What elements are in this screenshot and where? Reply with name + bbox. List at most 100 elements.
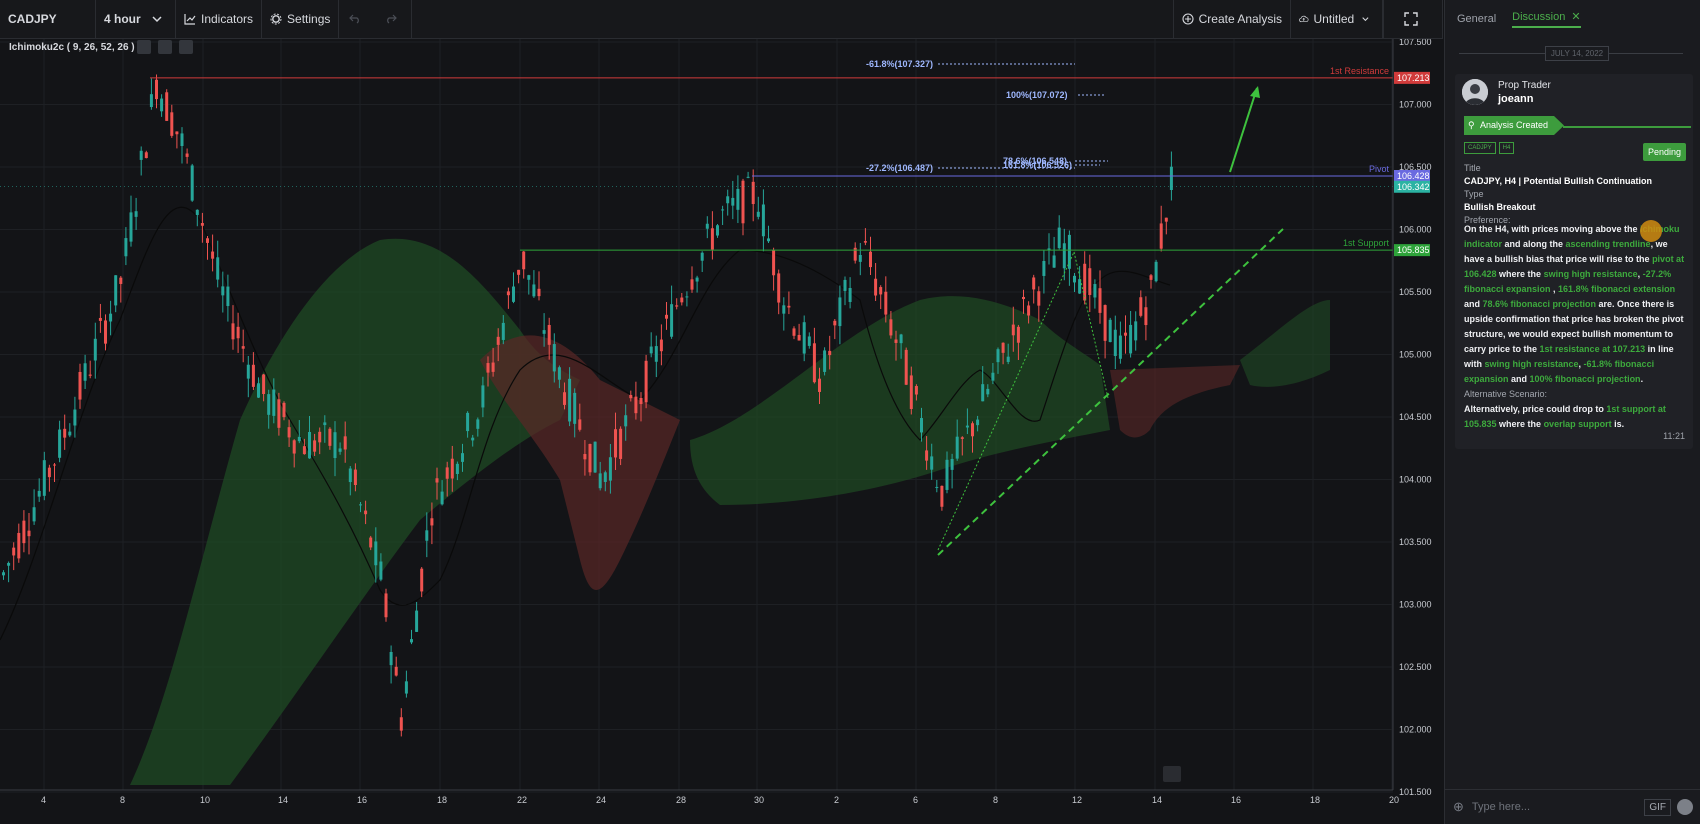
tag-timeframe[interactable]: H4 <box>1498 142 1515 154</box>
candle-body <box>139 150 143 160</box>
interval-label: 4 hour <box>104 12 141 26</box>
candle-body <box>1113 329 1117 356</box>
candle-body <box>716 225 719 236</box>
redo-button[interactable] <box>375 0 411 38</box>
price-tick-label: 105.000 <box>1399 350 1432 360</box>
link[interactable]: 161.8% fibonacci extension <box>1558 284 1676 294</box>
candle-body <box>1022 296 1025 300</box>
fib-projection-100: 100%(107.072) <box>1006 90 1068 100</box>
candle-body <box>746 176 750 178</box>
chart-canvas[interactable]: 1st Resistance 107.213 Pivot 106.428 1st Sup… <box>0 39 1443 824</box>
candle-body <box>394 666 398 676</box>
create-analysis-button[interactable]: Create Analysis <box>1172 0 1291 38</box>
link[interactable]: -27.2% fibonacci expansion <box>1464 269 1672 294</box>
candle-body <box>175 131 179 135</box>
candle-body <box>751 181 755 205</box>
avatar[interactable] <box>1462 79 1488 105</box>
candle-body <box>318 431 322 443</box>
tab-discussion[interactable]: Discussion ✕ <box>1512 10 1581 28</box>
candle-body <box>772 250 776 276</box>
emoji-icon[interactable] <box>1677 799 1693 815</box>
candle-body <box>920 418 923 433</box>
type-label: Type <box>1464 189 1484 199</box>
symbol-selector[interactable]: CADJPY <box>0 0 96 38</box>
candle-body <box>578 419 582 430</box>
close-icon[interactable]: ✕ <box>1571 11 1581 23</box>
candle-body <box>629 394 633 399</box>
time-tick-label: 20 <box>1389 795 1399 805</box>
candle-body <box>833 320 837 326</box>
interval-dropdown[interactable]: 4 hour <box>96 0 176 38</box>
link[interactable]: -61.8% fibonacci expansion <box>1464 359 1655 384</box>
username[interactable]: joeann <box>1498 93 1534 105</box>
candle-body <box>517 269 521 275</box>
alt-scenario-label: Alternative Scenario: <box>1464 389 1548 399</box>
link[interactable]: swing high resistance <box>1543 269 1638 279</box>
candle-body <box>971 423 974 437</box>
candle-body <box>506 291 510 296</box>
candle-body <box>573 392 577 424</box>
time-tick-label: 28 <box>676 795 686 805</box>
trash-icon[interactable] <box>179 40 193 54</box>
candle-body <box>246 364 250 379</box>
link[interactable]: 78.6% fibonacci projection <box>1482 299 1597 309</box>
indicators-button[interactable]: Indicators <box>176 0 263 38</box>
candle-body <box>756 211 760 217</box>
price-tick-label: 104.000 <box>1399 475 1432 485</box>
link[interactable]: 100% fibonacci projection <box>1529 374 1641 384</box>
link[interactable]: 1st support at 105.835 <box>1464 404 1666 429</box>
price-chart[interactable]: 1st Resistance 107.213 Pivot 106.428 1st Sup… <box>0 39 1443 824</box>
candle-body <box>802 322 806 354</box>
link[interactable]: 1st resistance at 107.213 <box>1539 344 1646 354</box>
plus-icon[interactable]: ⊕ <box>1453 799 1464 814</box>
candle-body <box>705 223 709 229</box>
candle-body <box>1159 223 1163 249</box>
candle-body <box>1118 335 1122 359</box>
candle-body <box>313 440 317 452</box>
candle-body <box>986 388 990 395</box>
candle-body <box>588 443 592 473</box>
candle-body <box>1047 248 1051 251</box>
time-tick-label: 6 <box>913 795 918 805</box>
ichimoku-cloud-green <box>1240 300 1330 387</box>
candle-body <box>563 392 566 405</box>
candle-body <box>1164 217 1168 222</box>
undo-button[interactable] <box>339 0 375 38</box>
candle-body <box>843 279 847 291</box>
eye-icon[interactable] <box>137 40 151 54</box>
settings-button[interactable]: Settings <box>262 0 340 38</box>
candle-body <box>399 717 403 731</box>
link[interactable]: pivot at 106.428 <box>1464 254 1685 279</box>
alt-scenario-text: Alternatively, price could drop to 1st s… <box>1464 404 1666 429</box>
resistance-price: 107.213 <box>1397 73 1430 83</box>
candle-body <box>955 436 959 459</box>
message-composer: ⊕ Type here... GIF <box>1445 789 1700 824</box>
layout-dropdown[interactable]: Untitled <box>1291 0 1383 38</box>
candle-body <box>170 112 174 136</box>
link[interactable]: ascending trendline <box>1565 239 1651 249</box>
gif-button[interactable]: GIF <box>1644 798 1671 816</box>
price-tick-label: 106.000 <box>1399 225 1432 235</box>
candle-body <box>328 428 332 446</box>
chevron-down-icon <box>152 16 162 23</box>
candle-body <box>1052 255 1056 268</box>
candle-body <box>226 286 230 307</box>
candle-body <box>22 520 26 544</box>
tab-general[interactable]: General <box>1457 13 1497 25</box>
user-role: Prop Trader <box>1498 80 1551 91</box>
candle-body <box>1139 297 1143 316</box>
candle-body <box>624 415 628 427</box>
link[interactable]: overlap support <box>1543 419 1612 429</box>
candle-body <box>206 238 209 243</box>
tag-symbol[interactable]: CADJPY <box>1464 142 1496 154</box>
candle-body <box>940 485 944 507</box>
fullscreen-button[interactable] <box>1383 0 1443 38</box>
post-time: 11:21 <box>1663 431 1685 441</box>
candle-body <box>695 277 699 282</box>
link[interactable]: swing high resistance <box>1484 359 1579 369</box>
message-input[interactable]: Type here... <box>1471 801 1530 813</box>
candle-body <box>731 197 735 206</box>
candle-body <box>231 323 235 340</box>
gear-icon[interactable] <box>158 40 172 54</box>
candle-body <box>537 288 541 297</box>
